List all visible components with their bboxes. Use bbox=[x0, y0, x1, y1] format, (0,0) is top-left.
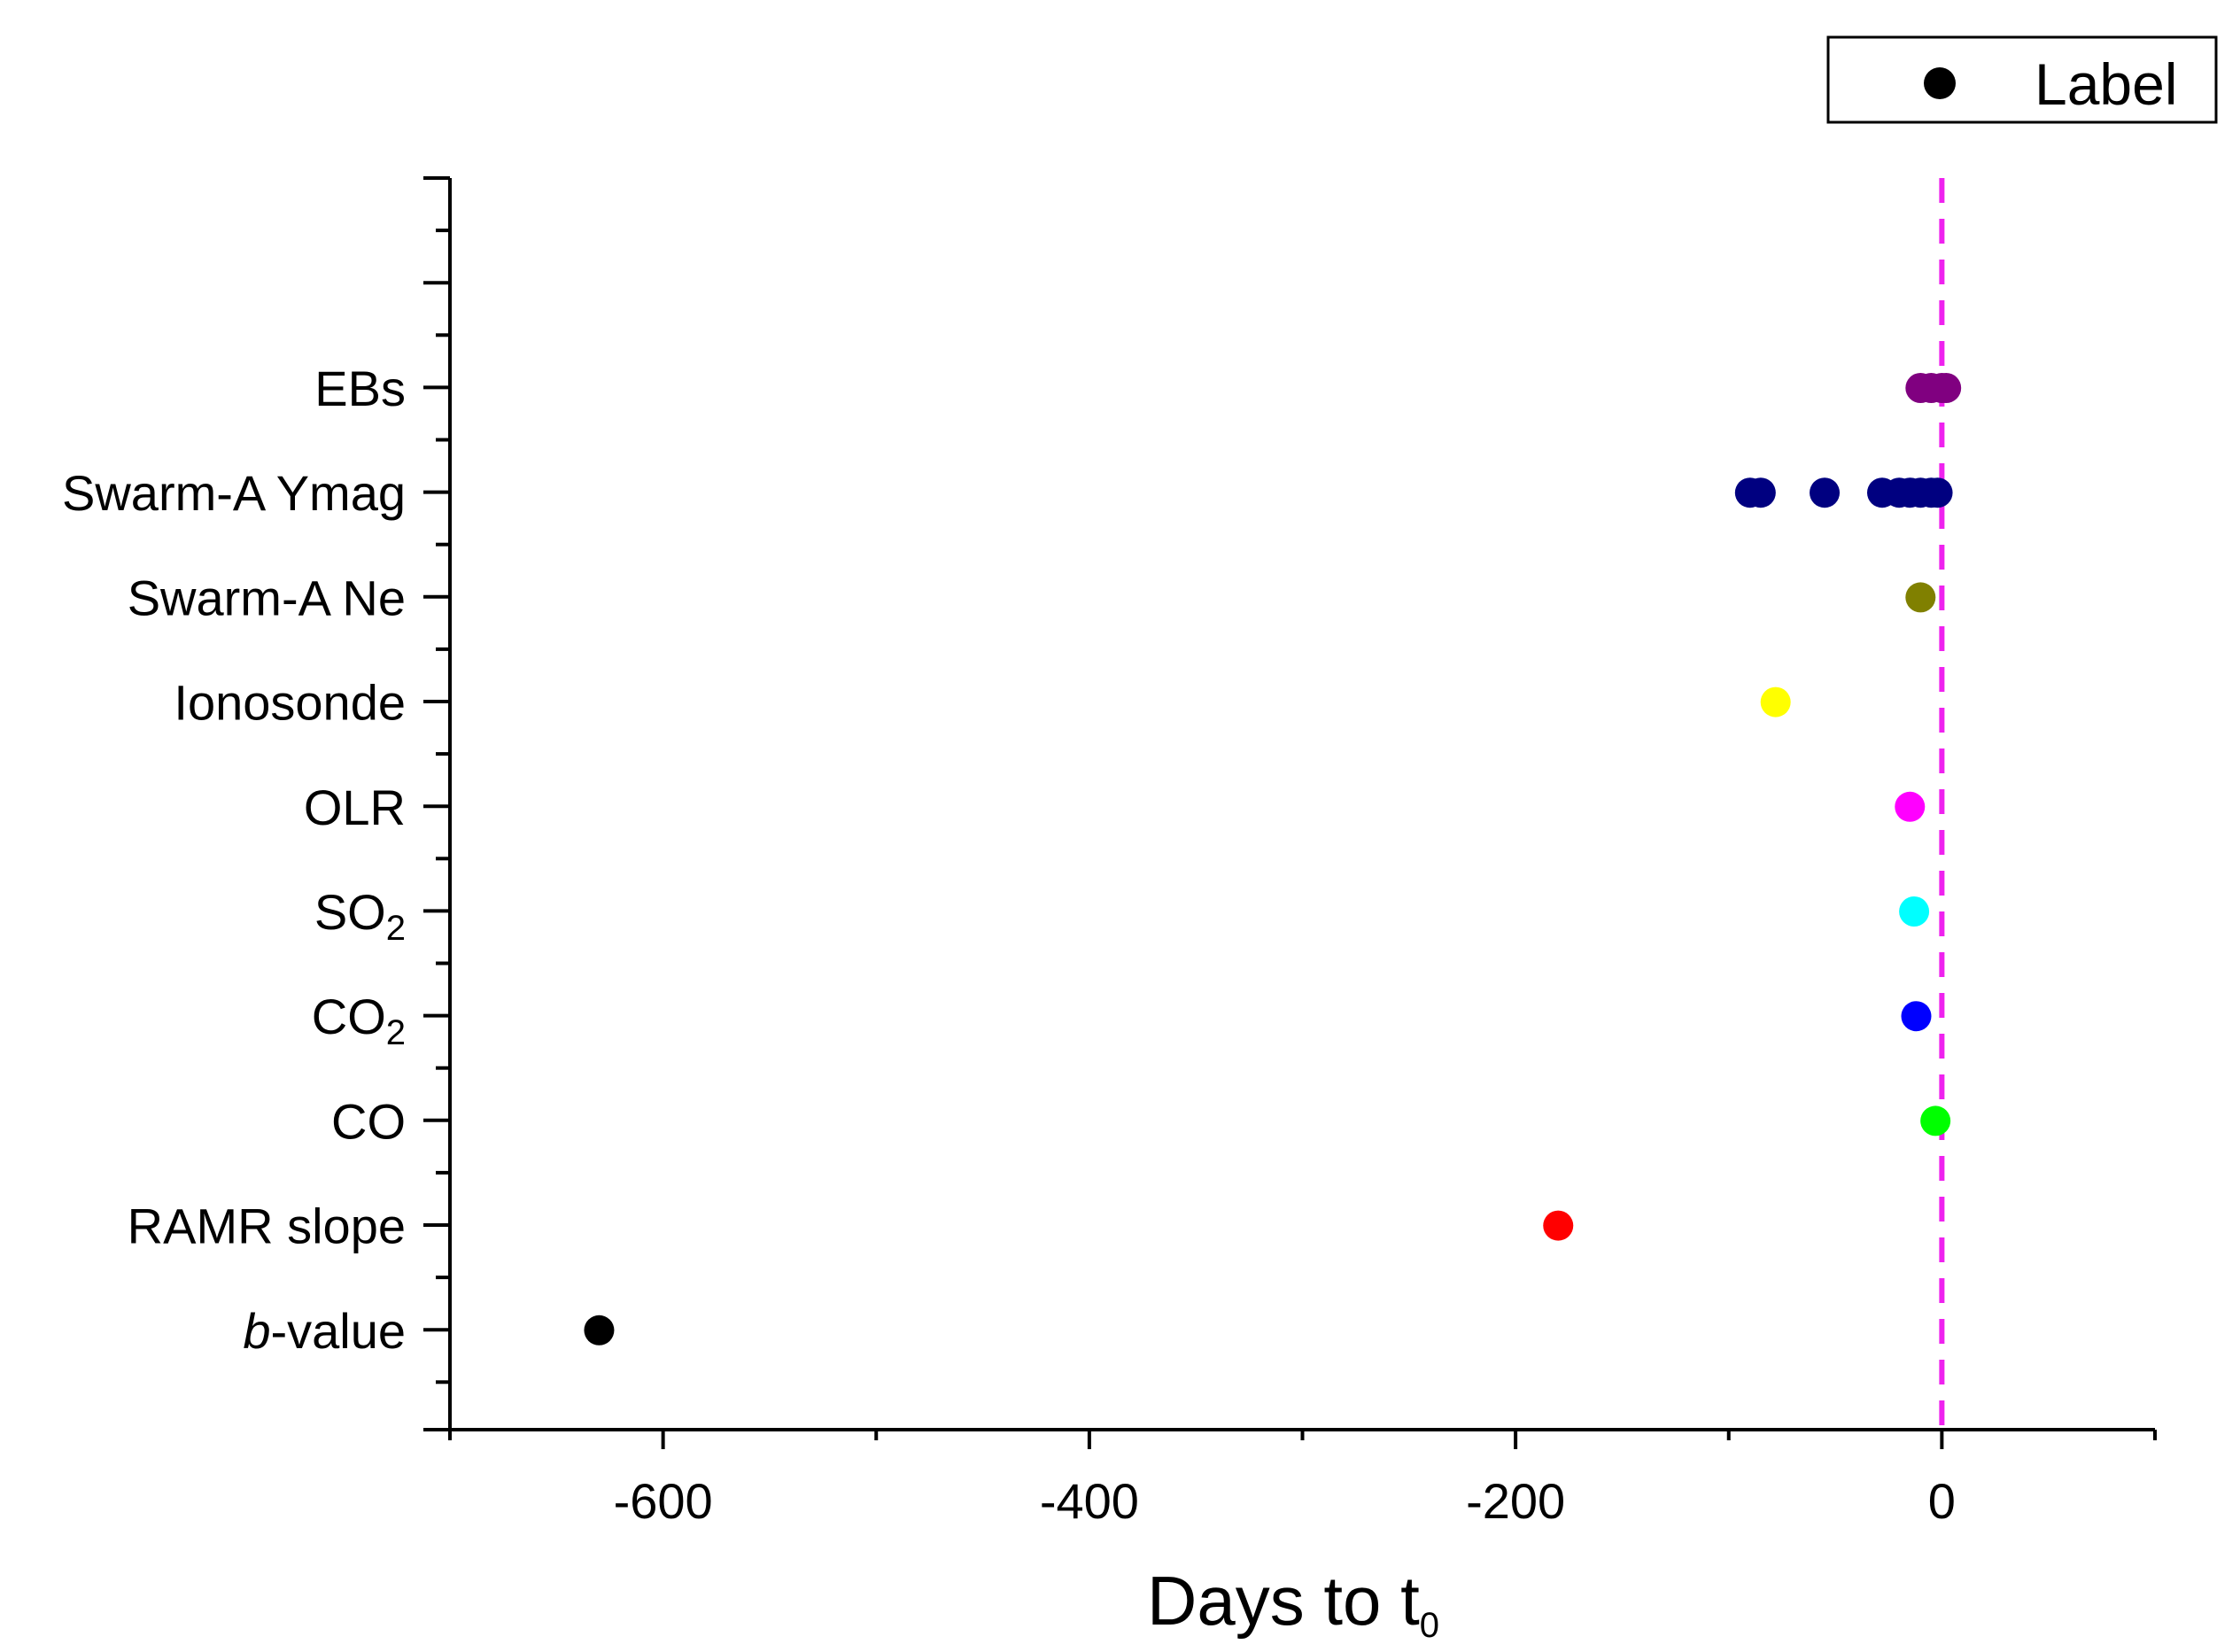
legend-label: Label bbox=[2035, 51, 2178, 117]
point-co2 bbox=[1901, 1001, 1932, 1032]
point-swarm-ymag bbox=[1922, 477, 1953, 508]
point-ebs bbox=[1931, 373, 1962, 403]
y-tick-label-text: Swarm-A Ymag bbox=[62, 465, 406, 521]
y-tick-label-text: CO bbox=[312, 989, 386, 1044]
y-tick-label-text: Ionosonde bbox=[174, 675, 406, 731]
y-tick-label-italic: b bbox=[243, 1303, 270, 1359]
y-tick-label-text: EBs bbox=[314, 361, 406, 416]
point-so2 bbox=[1899, 896, 1930, 927]
y-tick-label-text: RAMR slope bbox=[128, 1198, 406, 1254]
point-swarm-ymag bbox=[1745, 477, 1776, 508]
y-tick-label-so2: SO2 bbox=[314, 884, 406, 948]
y-tick-label-text: OLR bbox=[304, 779, 406, 835]
y-tick-label-text: -value bbox=[270, 1303, 406, 1359]
x-tick-label: -400 bbox=[1040, 1473, 1139, 1529]
y-tick-label-subscript: 2 bbox=[386, 1013, 406, 1052]
x-tick-label: 0 bbox=[1928, 1473, 1956, 1529]
point-ionosonde bbox=[1760, 686, 1791, 717]
y-tick-label-text: CO bbox=[331, 1093, 406, 1149]
x-ticks bbox=[448, 1430, 2157, 1449]
x-axis-title-subscript: 0 bbox=[1420, 1606, 1439, 1645]
point-co bbox=[1920, 1105, 1951, 1136]
y-tick-label-ramr-slope: RAMR slope bbox=[128, 1198, 406, 1254]
y-ticks bbox=[423, 176, 450, 1384]
point-b-value bbox=[584, 1315, 615, 1346]
plot-area bbox=[423, 176, 2157, 1449]
y-tick-label-co: CO bbox=[331, 1093, 406, 1149]
y-tick-label-ebs: EBs bbox=[314, 361, 406, 416]
y-tick-label-co2: CO2 bbox=[312, 989, 406, 1052]
y-tick-label-b-value: b-value bbox=[243, 1303, 406, 1359]
x-tick-label: -600 bbox=[614, 1473, 713, 1529]
y-tick-label-swarm-ne: Swarm-A Ne bbox=[128, 570, 406, 625]
point-swarm-ymag bbox=[1810, 477, 1841, 508]
x-tick-labels: -600 -400 -200 0 bbox=[614, 1473, 1956, 1529]
legend-marker bbox=[1924, 67, 1956, 99]
x-axis-title-base: Days to t bbox=[1147, 1562, 1420, 1640]
y-tick-label-ionosonde: Ionosonde bbox=[174, 675, 406, 731]
y-tick-label-swarm-ymag: Swarm-A Ymag bbox=[62, 465, 406, 521]
y-tick-label-text: Swarm-A Ne bbox=[128, 570, 406, 625]
point-olr bbox=[1895, 791, 1926, 822]
y-tick-label-subscript: 2 bbox=[386, 909, 406, 948]
data-points bbox=[584, 373, 1962, 1346]
y-tick-label-olr: OLR bbox=[304, 779, 406, 835]
legend-box bbox=[1826, 35, 2218, 124]
legend: Label bbox=[1826, 35, 2218, 124]
y-tick-label-text: SO bbox=[314, 884, 386, 940]
point-swarm-ne bbox=[1905, 582, 1936, 613]
x-axis-title: Days to t0 bbox=[1147, 1562, 1439, 1645]
point-ramr-slope bbox=[1543, 1210, 1574, 1241]
x-tick-label: -200 bbox=[1466, 1473, 1565, 1529]
